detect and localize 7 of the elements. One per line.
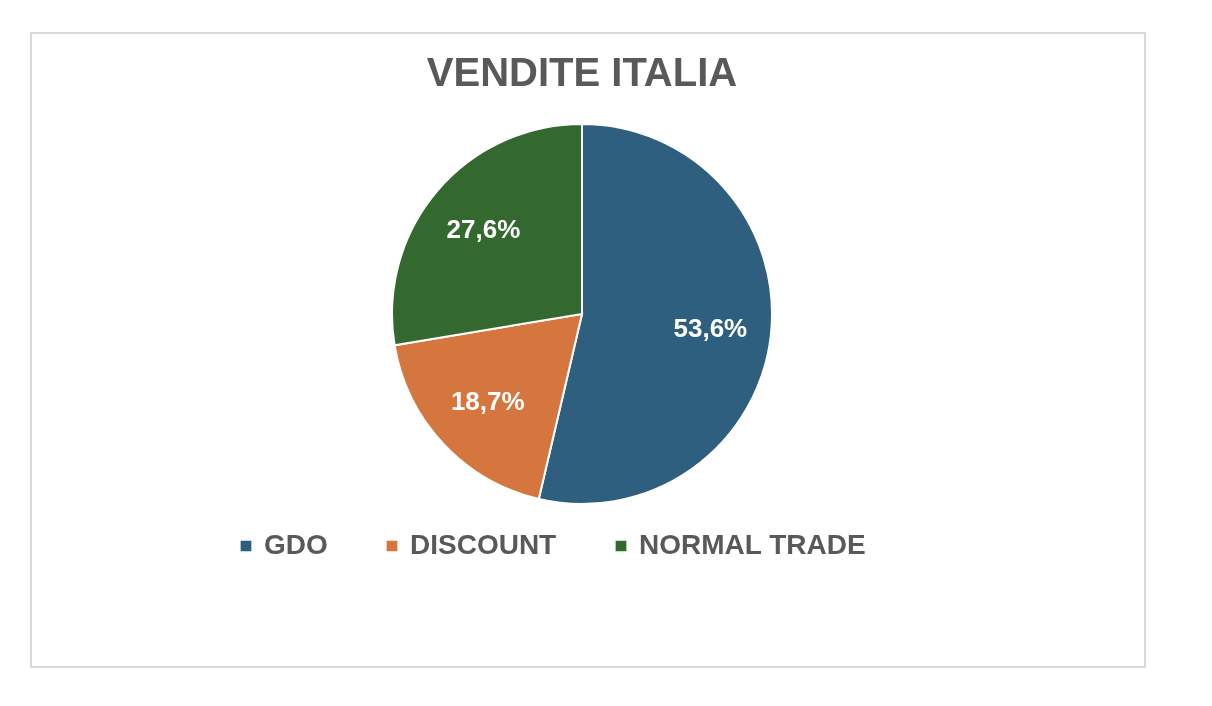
data-label: 27,6% — [446, 214, 521, 245]
legend-label: GDO — [264, 529, 328, 560]
data-label: 18,7% — [450, 386, 525, 417]
legend-label: DISCOUNT — [410, 529, 557, 560]
legend-label: NORMAL TRADE — [639, 529, 866, 560]
chart-title: VENDITE ITALIA — [426, 50, 738, 94]
data-label: 53,6% — [673, 312, 748, 343]
